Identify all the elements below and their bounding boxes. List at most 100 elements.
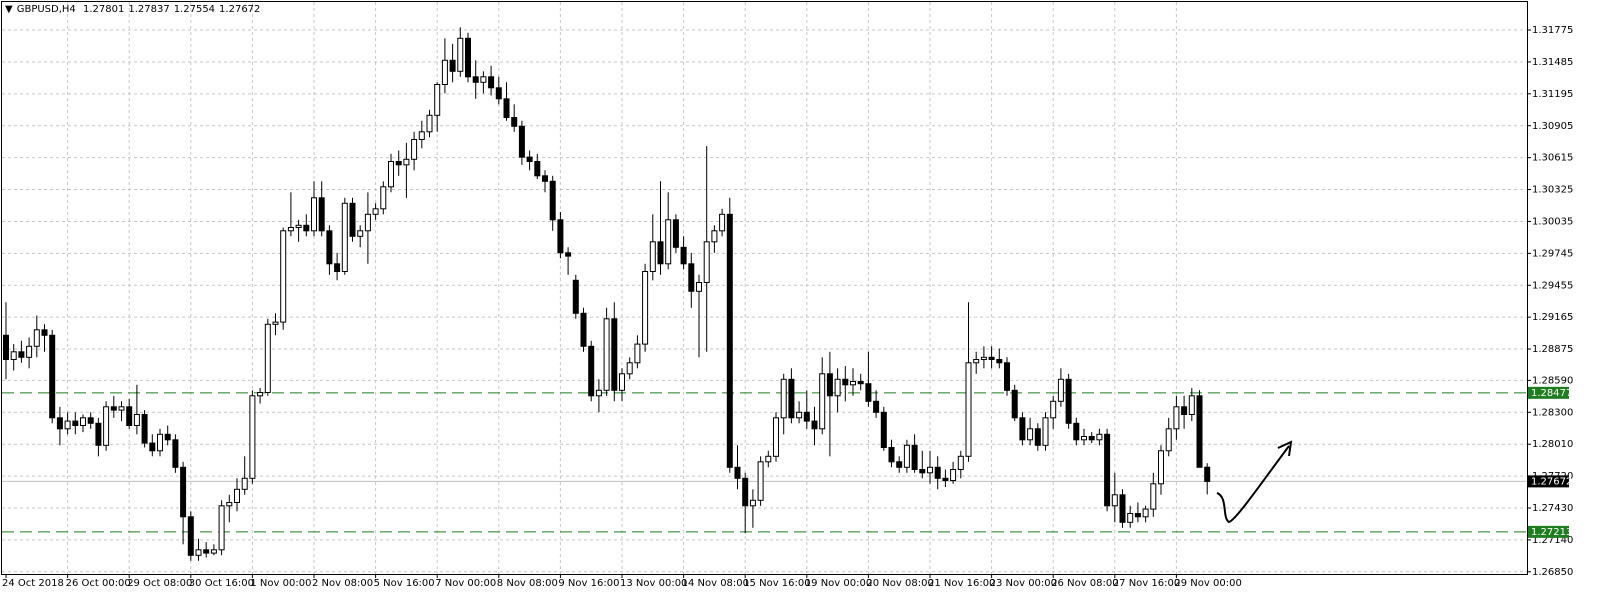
y-tick-label: 1.26850 [1532, 567, 1573, 578]
candle-body [880, 411, 887, 448]
candle-body [3, 334, 9, 360]
candle-body [103, 406, 110, 446]
grid [2, 2, 1527, 574]
candle-body [1181, 406, 1188, 415]
candle-body [426, 114, 433, 133]
candle-body [311, 197, 317, 232]
candle-body [734, 466, 741, 479]
candle-body [280, 230, 287, 323]
candle-body [1173, 406, 1180, 430]
symbol: GBPUSD,H4 [16, 4, 76, 15]
candle-body [1011, 389, 1018, 419]
y-tick-label: 1.27430 [1532, 503, 1573, 514]
candle-body [157, 433, 163, 452]
candle-body [495, 87, 502, 100]
candle-body [934, 466, 941, 479]
candle-body [1073, 422, 1080, 441]
candle-body [1096, 433, 1103, 441]
candle-body [1050, 400, 1057, 419]
candle-body [850, 381, 856, 386]
candle-body [826, 373, 833, 397]
candle-body [388, 161, 394, 188]
candle-body [203, 549, 210, 554]
candle-body [488, 76, 495, 89]
x-tick-label: 19 Nov 00:00 [805, 578, 872, 589]
candle-body [149, 442, 156, 452]
candle-body [711, 230, 718, 243]
candle-body [195, 549, 202, 556]
candle-body [911, 444, 918, 470]
candle-body [742, 477, 749, 507]
x-tick-label: 23 Nov 00:00 [990, 578, 1057, 589]
candle-body [411, 139, 418, 160]
x-tick-label: 20 Nov 08:00 [866, 578, 933, 589]
candle-body [465, 37, 471, 78]
candle-body [1104, 433, 1111, 507]
x-tick-label: 26 Oct 00:00 [66, 578, 131, 589]
candle-body [873, 400, 880, 413]
candle-body [1081, 436, 1087, 441]
candle-body [965, 362, 972, 457]
x-tick-label: 15 Nov 16:00 [743, 578, 810, 589]
candle-body [773, 417, 779, 457]
level-label: 1.28477 [1531, 388, 1572, 399]
candle-body [141, 414, 148, 444]
candle-body [1196, 395, 1203, 468]
candle-body [788, 378, 795, 419]
candle-body [210, 549, 217, 554]
candle-body [619, 373, 625, 391]
candle-body [249, 395, 256, 479]
candle-body [418, 131, 425, 141]
candle-body [341, 202, 348, 272]
candle-body [49, 334, 56, 419]
plot-frame [1, 1, 1528, 575]
price-label-box [1528, 475, 1569, 488]
x-tick-label: 9 Nov 16:00 [558, 578, 619, 589]
candle-body [1019, 417, 1026, 441]
price-label: 1.27672 [1531, 476, 1572, 487]
y-tick-label: 1.28010 [1532, 439, 1573, 450]
candle-body [1127, 513, 1134, 523]
candle-body [642, 271, 649, 345]
candle-body [919, 469, 926, 474]
candle-body [572, 279, 579, 314]
candle-body [26, 345, 33, 358]
candle-body [957, 455, 964, 470]
candle-body [896, 461, 903, 468]
candle-body [1142, 508, 1149, 518]
candle-body [672, 219, 679, 248]
candle-body [72, 420, 79, 427]
y-tick-label: 1.30035 [1532, 216, 1573, 227]
candle-body [1042, 417, 1049, 446]
y-tick-label: 1.29455 [1532, 280, 1573, 291]
candle-body [888, 447, 895, 463]
candle-body [726, 213, 733, 468]
y-tick-label: 1.28875 [1532, 344, 1573, 355]
candle-body [1004, 362, 1010, 391]
x-tick-label: 7 Nov 00:00 [435, 578, 496, 589]
candle-body [565, 252, 572, 257]
candle-body [680, 246, 687, 265]
candle-body [1034, 428, 1041, 446]
candle-body [511, 117, 518, 127]
x-tick-label: 1 Nov 00:00 [250, 578, 311, 589]
candle-body [611, 318, 618, 391]
candle-body [472, 76, 479, 83]
candle-body [796, 411, 803, 419]
candle-body [780, 378, 787, 419]
candle-body [1119, 494, 1126, 523]
candle-body [988, 356, 995, 360]
candle-body [1150, 483, 1157, 510]
candle-body [257, 392, 264, 397]
header-open: 1.27801 [82, 4, 125, 15]
x-tick-label: 30 Oct 16:00 [189, 578, 254, 589]
axis: 1.31775 1.31485 1.31195 1.30905 1.30615 1.303… [2, 25, 1573, 589]
candle-body [1057, 378, 1064, 402]
level-label: 1.27213 [1531, 527, 1572, 538]
candle-body [1134, 513, 1141, 518]
y-tick-label: 1.30325 [1532, 185, 1573, 196]
y-tick-label: 1.30905 [1532, 121, 1573, 132]
candle-body [688, 263, 695, 292]
